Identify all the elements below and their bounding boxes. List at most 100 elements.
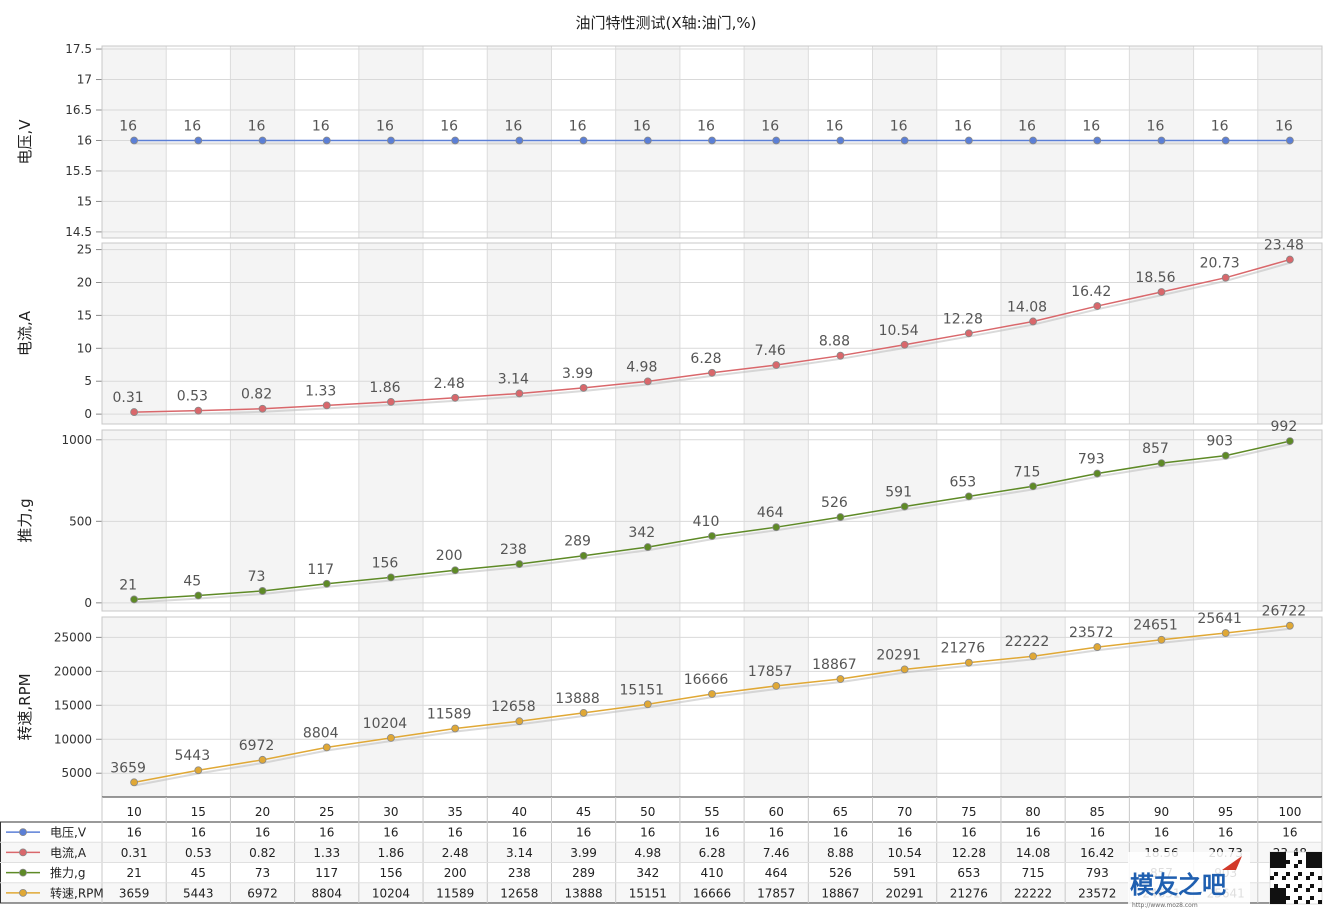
table-cell: 22222 — [1014, 886, 1052, 900]
data-label: 156 — [372, 555, 399, 571]
qr-module — [1298, 872, 1302, 876]
table-cell: 0.31 — [121, 846, 148, 860]
data-point — [1221, 273, 1230, 282]
data-point — [130, 408, 139, 416]
x-tick-label: 65 — [833, 805, 848, 819]
column-band — [1000, 617, 1066, 797]
qr-module — [1306, 888, 1310, 892]
table-cell: 8804 — [311, 886, 342, 900]
y-tick-label: 1000 — [61, 433, 92, 447]
data-point — [258, 755, 267, 764]
qr-module — [1286, 860, 1290, 864]
table-cell: 526 — [829, 866, 852, 880]
data-point — [643, 543, 652, 551]
table-cell: 16 — [383, 826, 398, 840]
data-point — [387, 136, 395, 145]
qr-module — [1270, 892, 1274, 896]
qr-module — [1314, 864, 1318, 868]
qr-module — [1310, 884, 1314, 888]
data-label: 16 — [248, 118, 266, 134]
data-point — [964, 492, 973, 501]
table-cell: 1.33 — [313, 846, 340, 860]
table-cell: 16 — [1218, 826, 1233, 840]
table-cell: 16 — [126, 826, 141, 840]
data-label: 26722 — [1262, 604, 1307, 620]
data-point — [451, 566, 460, 575]
data-point — [579, 136, 588, 145]
column-band — [487, 430, 552, 611]
y-axis-label: 推力,g — [16, 498, 34, 542]
y-tick-label: 15000 — [54, 698, 92, 712]
data-label: 8.88 — [819, 334, 850, 350]
qr-module — [1318, 876, 1322, 880]
data-point — [1157, 459, 1166, 468]
data-point — [387, 397, 395, 406]
data-point — [515, 136, 524, 145]
qr-module — [1270, 876, 1274, 880]
data-point — [258, 404, 267, 413]
data-label: 73 — [248, 569, 266, 585]
table-cell: 3.14 — [506, 846, 533, 860]
x-tick-label: 85 — [1090, 805, 1105, 819]
table-cell: 0.82 — [249, 846, 276, 860]
table-cell: 1.86 — [378, 846, 405, 860]
y-tick-label: 25000 — [54, 630, 92, 644]
legend-label: 电流,A — [50, 846, 87, 860]
qr-module — [1306, 856, 1310, 860]
panels-group: 14.5 15 15.5 16 16.5 17 17.5 电压,V 16 16 16 16 16 16 16… — [16, 42, 1323, 798]
qr-module — [1310, 896, 1314, 900]
y-tick-label: 15.5 — [65, 164, 92, 178]
qr-module — [1278, 856, 1282, 860]
table-cell: 16 — [1090, 826, 1105, 840]
data-point — [964, 329, 973, 338]
data-point — [900, 136, 909, 145]
data-point — [1029, 136, 1037, 145]
qr-module — [1282, 888, 1286, 892]
table-cell: 16 — [640, 826, 655, 840]
data-label: 16 — [312, 118, 330, 134]
data-point — [322, 136, 331, 145]
y-tick-label: 10 — [77, 341, 92, 355]
x-tick-label: 30 — [383, 805, 398, 819]
data-label: 20291 — [876, 647, 921, 663]
data-label: 45 — [183, 574, 201, 590]
x-tick-label: 15 — [191, 805, 206, 819]
data-point — [643, 136, 652, 145]
data-point — [451, 393, 460, 402]
data-label: 16 — [761, 118, 779, 134]
qr-module — [1278, 900, 1282, 904]
qr-module — [1282, 860, 1286, 864]
qr-module — [1282, 864, 1286, 868]
data-label: 10.54 — [879, 323, 919, 339]
table-cell: 16 — [448, 826, 463, 840]
data-label: 342 — [628, 525, 655, 541]
column-band — [102, 617, 167, 797]
table-cell: 289 — [572, 866, 595, 880]
data-label: 526 — [821, 495, 848, 511]
qr-module — [1274, 856, 1278, 860]
qr-module — [1318, 856, 1322, 860]
table-cell: 2.48 — [442, 846, 469, 860]
data-label: 16 — [183, 118, 201, 134]
qr-module — [1274, 888, 1278, 892]
table-cell: 16.42 — [1080, 846, 1114, 860]
table-cell: 16 — [897, 826, 912, 840]
qr-module — [1282, 900, 1286, 904]
data-label: 21 — [119, 577, 137, 593]
qr-module — [1270, 896, 1274, 900]
qr-module — [1278, 864, 1282, 868]
qr-module — [1310, 856, 1314, 860]
data-point — [579, 708, 588, 717]
qr-module — [1286, 884, 1290, 888]
qr-module — [1270, 864, 1274, 868]
data-label: 238 — [500, 542, 527, 558]
data-label: 20.73 — [1200, 256, 1240, 272]
data-label: 715 — [1014, 464, 1041, 480]
data-label: 3.99 — [562, 366, 593, 382]
column-band — [615, 243, 680, 424]
qr-module — [1318, 852, 1322, 856]
data-point — [258, 136, 267, 145]
column-band — [230, 617, 295, 797]
table-cell: 14.08 — [1016, 846, 1050, 860]
data-label: 16 — [504, 118, 522, 134]
